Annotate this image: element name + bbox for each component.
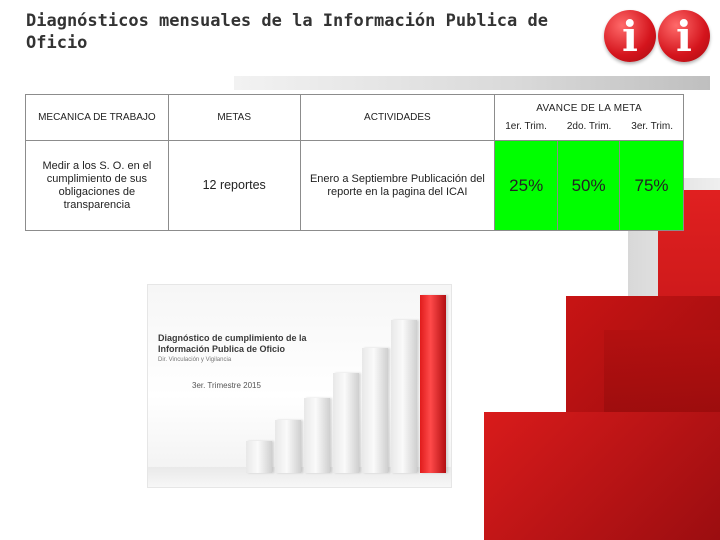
cell-actividades: Enero a Septiembre Publicación del repor… xyxy=(299,140,496,231)
header-trimesters: 1er. Trim. 2do. Trim. 3er. Trim. xyxy=(495,121,683,133)
report-cover-image: Diagnóstico de cumplimiento de la Inform… xyxy=(147,284,452,488)
cell-mecanica: Medir a los S. O. en el cumplimiento de … xyxy=(25,140,169,231)
cover-text-block: Diagnóstico de cumplimiento de la Inform… xyxy=(158,333,328,390)
header-trim-2: 2do. Trim. xyxy=(566,120,612,132)
cover-bar xyxy=(362,348,388,473)
header-trim-3: 3er. Trim. xyxy=(631,120,673,132)
title-underline-bar xyxy=(234,76,710,90)
cover-subtitle: Dir. Vinculación y Vigilancia xyxy=(158,357,232,363)
logo-disc-right: i xyxy=(658,10,710,62)
logo-disc-left: i xyxy=(604,10,656,62)
cover-bar xyxy=(275,420,301,473)
logo-glyph-right: i xyxy=(676,12,692,61)
header-metas: METAS xyxy=(167,94,301,141)
cell-avance-trim-2: 50% xyxy=(557,140,621,231)
cover-bar xyxy=(420,295,446,473)
logo-glyph-left: i xyxy=(622,12,638,61)
cover-bar xyxy=(304,398,330,473)
cell-avance-trim-3: 75% xyxy=(619,140,684,231)
icai-logo: i i xyxy=(604,10,714,62)
cell-metas: 12 reportes xyxy=(167,140,301,231)
header-trim-1: 1er. Trim. xyxy=(505,120,547,132)
cover-bar xyxy=(391,320,417,473)
header-actividades: ACTIVIDADES xyxy=(299,94,496,141)
cover-bar xyxy=(333,373,359,473)
cell-avance-trim-1: 25% xyxy=(494,140,559,231)
table-row: Medir a los S. O. en el cumplimiento de … xyxy=(25,140,684,231)
header-avance: AVANCE DE LA META 1er. Trim. 2do. Trim. … xyxy=(494,94,684,141)
cover-bar xyxy=(246,441,272,473)
cover-title: Diagnóstico de cumplimiento de la Inform… xyxy=(158,333,307,354)
header-mecanica: MECANICA DE TRABAJO xyxy=(25,94,169,141)
cover-date: 3er. Trimestre 2015 xyxy=(192,381,261,390)
header-avance-title: AVANCE DE LA META xyxy=(536,102,642,114)
decor-red-block-3 xyxy=(484,412,720,540)
slide-title: Diagnósticos mensuales de la Información… xyxy=(26,11,548,53)
table-header-row: MECANICA DE TRABAJO METAS ACTIVIDADES AV… xyxy=(25,94,684,141)
work-plan-table: MECANICA DE TRABAJO METAS ACTIVIDADES AV… xyxy=(25,94,684,231)
